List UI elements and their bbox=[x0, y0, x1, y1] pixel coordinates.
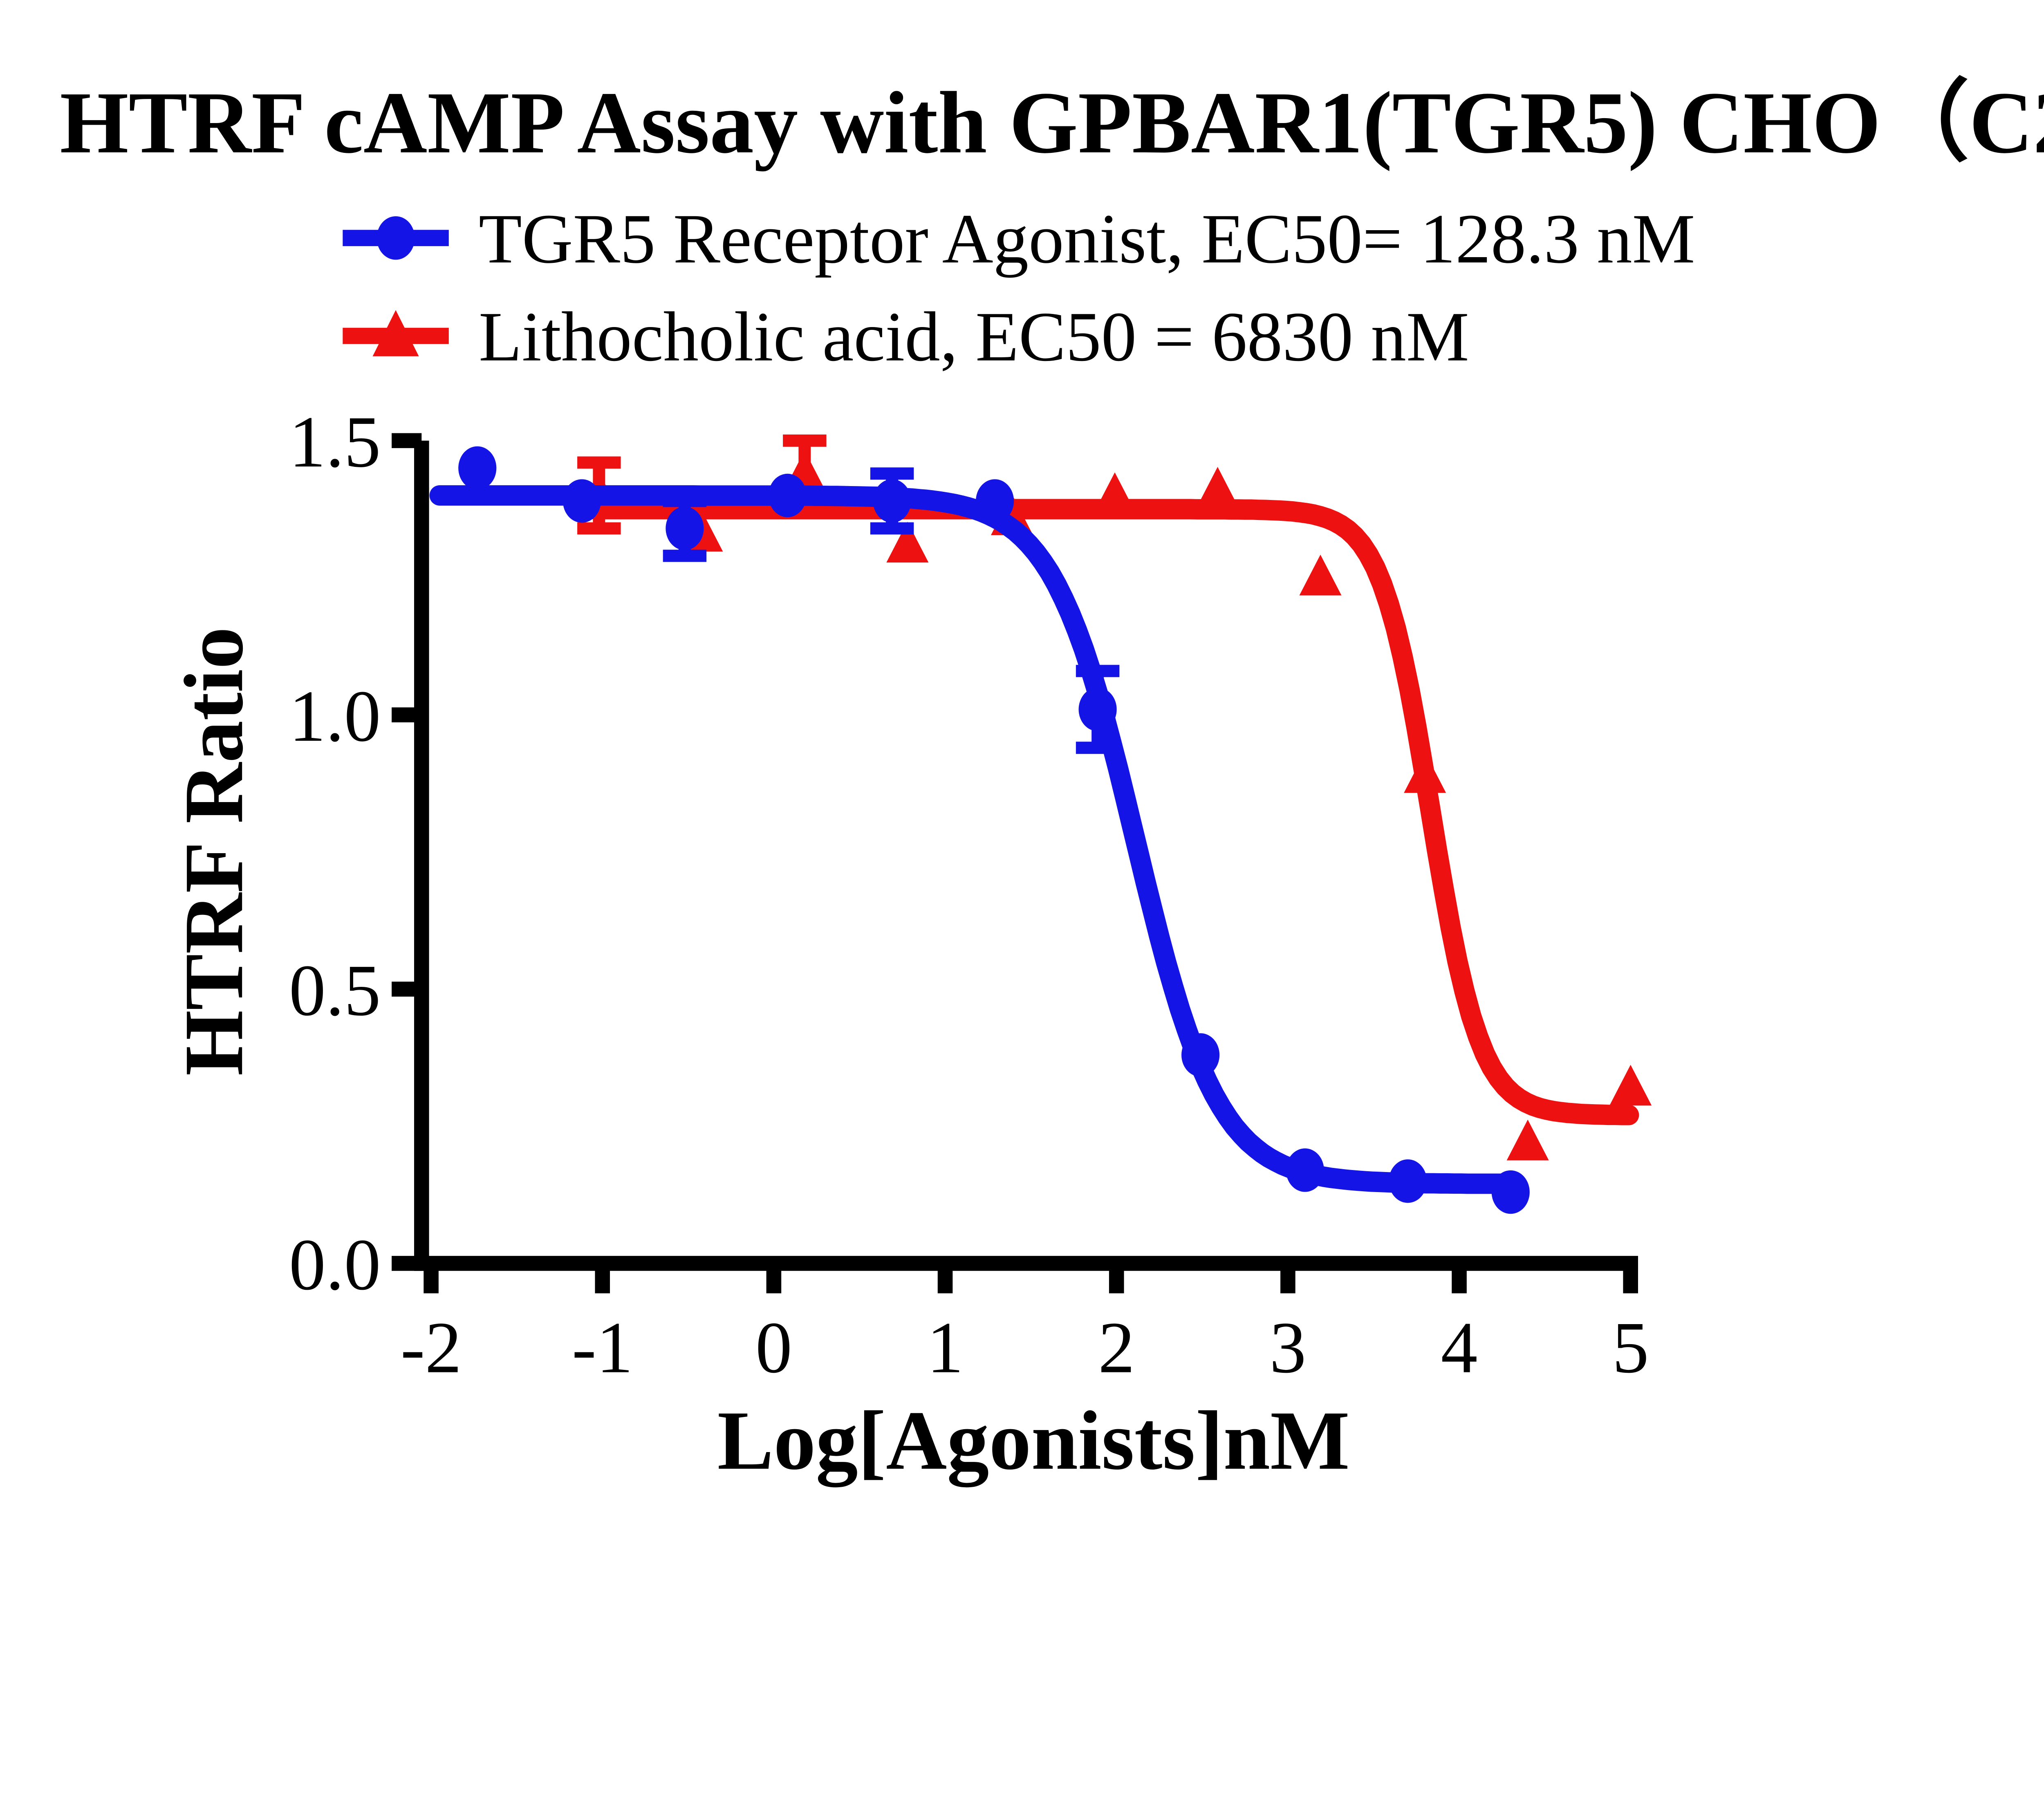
data-point-circle bbox=[1491, 1170, 1530, 1214]
data-point-circle bbox=[1078, 688, 1117, 731]
chart-title: HTRF cAMP Assay with GPBAR1(TGR5) CHO（C2… bbox=[60, 74, 2044, 172]
legend-label-lithocholic-acid: Lithocholic acid, EC50 = 6830 nM bbox=[479, 298, 1469, 376]
y-tick-label: 1.0 bbox=[289, 675, 381, 757]
legend-marker-circle-icon bbox=[377, 216, 415, 260]
x-tick-label: 3 bbox=[1269, 1307, 1306, 1388]
y-tick-label: 0.5 bbox=[289, 950, 381, 1031]
data-point-circle bbox=[666, 507, 704, 550]
fit-curve-triangle bbox=[583, 499, 1639, 1125]
data-point-circle bbox=[1286, 1148, 1324, 1192]
x-tick-label: 2 bbox=[1098, 1307, 1135, 1388]
y-tick-label: 0.0 bbox=[289, 1224, 381, 1305]
legend-item-tgr5-agonist: TGR5 Receptor Agonist, EC50= 128.3 nM bbox=[343, 200, 1695, 278]
data-point-triangle bbox=[1404, 752, 1446, 793]
legend-item-lithocholic-acid: Lithocholic acid, EC50 = 6830 nM bbox=[343, 298, 1469, 376]
data-point-triangle bbox=[1196, 467, 1239, 508]
figure: HTRF cAMP Assay with GPBAR1(TGR5) CHO（C2… bbox=[60, 73, 2044, 1487]
x-tick-label: -2 bbox=[401, 1307, 462, 1388]
data-point-circle bbox=[458, 446, 497, 490]
legend: TGR5 Receptor Agonist, EC50= 128.3 nM Li… bbox=[343, 200, 1695, 376]
data-point-triangle bbox=[1506, 1119, 1549, 1161]
data-point-circle bbox=[1389, 1159, 1427, 1203]
y-axis-title: HTRF Ratio bbox=[167, 627, 260, 1076]
data-point-triangle bbox=[1299, 554, 1342, 596]
x-tick-label: 4 bbox=[1441, 1307, 1478, 1388]
data-point-triangle bbox=[886, 522, 929, 563]
plot-area: -2 -1 0 1 2 3 4 5 0.0 0.5 1.0 1.5 bbox=[289, 401, 1652, 1388]
x-tick-label: 0 bbox=[755, 1307, 792, 1388]
fit-curve-circle bbox=[429, 485, 1519, 1194]
x-tick-label: -1 bbox=[572, 1307, 633, 1388]
data-point-circle bbox=[563, 479, 601, 523]
data-point-triangle bbox=[1094, 472, 1136, 513]
figure-svg: HTRF cAMP Assay with GPBAR1(TGR5) CHO（C2… bbox=[60, 74, 2044, 1487]
x-tick-label: 5 bbox=[1612, 1307, 1649, 1388]
data-point-circle bbox=[768, 473, 807, 518]
y-tick-label: 1.5 bbox=[289, 401, 381, 482]
data-point-circle bbox=[976, 479, 1014, 523]
x-axis-title: Log[Agonists]nM bbox=[717, 1394, 1350, 1487]
x-tick-label: 1 bbox=[927, 1307, 964, 1388]
data-point-triangle bbox=[1609, 1065, 1652, 1106]
legend-marker-triangle-icon bbox=[372, 310, 419, 356]
legend-label-tgr5-agonist: TGR5 Receptor Agonist, EC50= 128.3 nM bbox=[479, 200, 1695, 278]
data-point-circle bbox=[873, 479, 911, 523]
data-point-circle bbox=[1181, 1033, 1220, 1077]
